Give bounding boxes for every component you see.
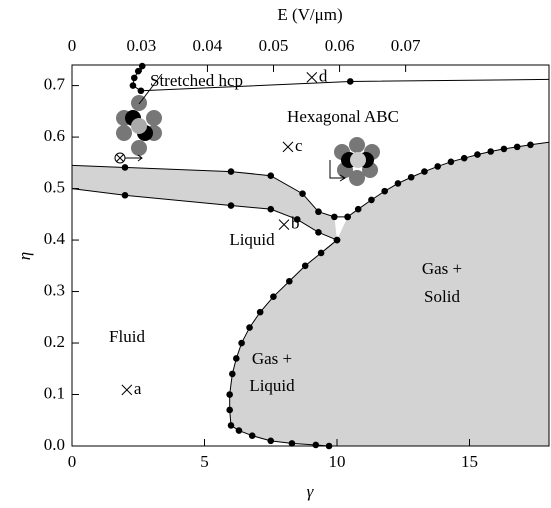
boundary-point [229, 370, 236, 378]
boundary-point [129, 82, 137, 89]
state-point [278, 219, 290, 230]
x2-tick-label: 0.07 [391, 36, 421, 55]
boundary-point [447, 158, 455, 166]
y-tick-label: 0.7 [44, 75, 66, 94]
boundary-point [288, 440, 296, 447]
boundary-point [394, 180, 402, 187]
boundary-point [227, 202, 235, 209]
boundary-point [407, 173, 415, 181]
axes-icon [329, 160, 346, 182]
boundary-point [286, 277, 293, 285]
boundary-point [246, 324, 253, 331]
x-tick-label: 10 [329, 452, 346, 471]
boundary-line [347, 141, 550, 218]
boundary-point [227, 422, 235, 429]
boundary-point [354, 205, 362, 213]
boundary-point [317, 249, 325, 257]
annotation: Gas + [252, 349, 292, 368]
x2-tick-label: 0.04 [193, 36, 223, 55]
y-axis-label: η [15, 252, 34, 260]
boundary-point [299, 190, 306, 198]
boundary-point [344, 213, 351, 221]
y-tick-label: 0.2 [44, 332, 65, 351]
boundary-point [267, 205, 275, 213]
y-tick-label: 0.1 [44, 383, 65, 402]
x2-tick-label: 0.03 [126, 36, 156, 55]
icon-hexagonal [334, 137, 380, 186]
y-tick-label: 0.0 [44, 435, 65, 454]
state-point [121, 384, 133, 396]
y-tick-label: 0.4 [44, 229, 66, 248]
boundary-point [256, 308, 264, 316]
annotation: Gas + [422, 259, 462, 278]
regions [72, 142, 550, 446]
x-tick-label: 5 [200, 452, 209, 471]
boundary-point [513, 143, 521, 151]
boundary-point [500, 145, 508, 153]
boundary-point [487, 148, 495, 155]
x2-axis-label: E (V/μm) [277, 5, 342, 24]
boundary-point [121, 191, 129, 199]
boundary-point [270, 293, 277, 300]
annotation: Solid [424, 287, 460, 306]
field-symbol [114, 152, 143, 164]
point-label: c [295, 136, 303, 155]
boundary-point [527, 141, 534, 149]
arrow [138, 73, 163, 105]
x-tick-label: 15 [461, 452, 478, 471]
boundary-point [267, 437, 275, 445]
boundary-point [227, 168, 235, 175]
boundary-point [248, 432, 256, 440]
plot [71, 62, 550, 450]
boundary-point [235, 427, 243, 434]
boundary-point [238, 339, 245, 347]
boundary-point [331, 213, 338, 221]
x2-tick-label: 0.05 [259, 36, 289, 55]
annotation: Liquid [249, 376, 295, 395]
boundary-point [138, 62, 146, 70]
annotation: Hexagonal ABC [287, 107, 399, 126]
x-axis-label: γ [307, 482, 315, 501]
annotation: Liquid [229, 230, 275, 249]
boundary-point [421, 168, 428, 175]
annotation: Stretched hcp [150, 71, 243, 90]
boundary-point [134, 67, 142, 75]
boundary-point [226, 406, 233, 414]
boundary-point [293, 216, 301, 223]
boundary-point [474, 151, 481, 158]
x2-tick-label: 0.06 [325, 36, 355, 55]
plot-frame [71, 64, 550, 447]
boundary-point [137, 87, 145, 95]
boundary-point [368, 196, 375, 204]
boundary-point [233, 355, 240, 362]
boundary-point [333, 236, 341, 244]
region [229, 142, 550, 446]
boundary-point [267, 172, 275, 179]
boundary-point [346, 78, 354, 85]
boundary-point [315, 229, 322, 236]
state-point [306, 72, 318, 83]
boundary-point [460, 154, 468, 162]
y-tick-label: 0.6 [44, 126, 65, 145]
boundary-point [315, 208, 322, 216]
y-tick-label: 0.3 [44, 280, 65, 299]
boundary-point [226, 391, 233, 398]
y-tick-label: 0.5 [44, 177, 65, 196]
state-point [282, 141, 294, 153]
x-tick-label: 0 [68, 452, 77, 471]
boundary-point [301, 262, 309, 270]
point-label: b [291, 214, 300, 233]
boundary-point [312, 441, 320, 449]
boundary-point [130, 74, 138, 82]
boundary-point [381, 187, 389, 195]
x2-tick-label: 0 [68, 36, 77, 55]
annotation: Fluid [109, 327, 145, 346]
icon-stretched [116, 95, 162, 156]
boundary-point [434, 163, 442, 170]
point-label: d [319, 66, 328, 85]
point-label: a [134, 379, 142, 398]
boundary-point [121, 164, 129, 171]
